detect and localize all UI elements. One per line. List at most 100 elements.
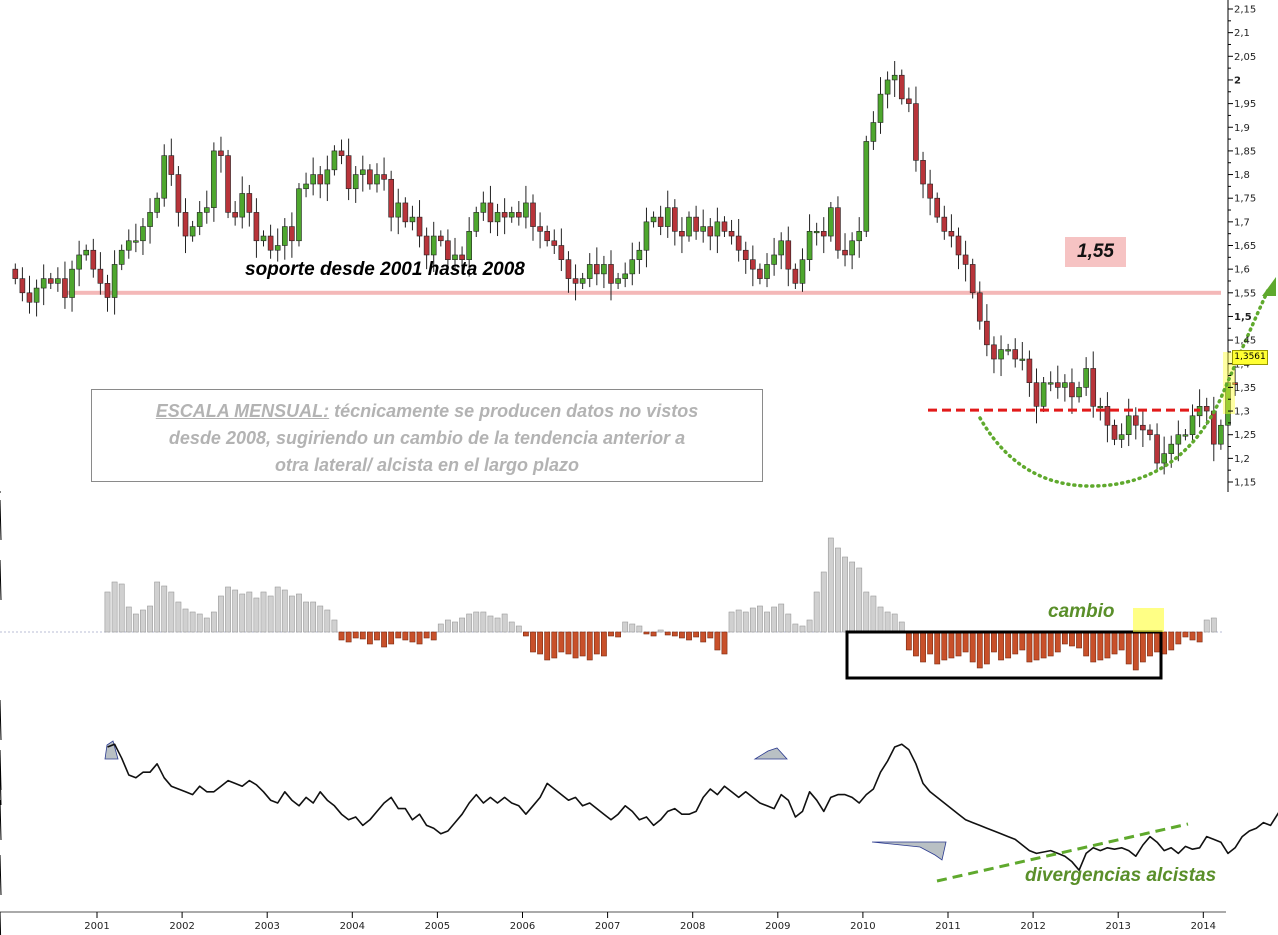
histogram-bar	[182, 608, 189, 633]
y-tick-label: 1,25	[1234, 430, 1256, 441]
histogram-bar	[1090, 631, 1097, 663]
candle	[76, 254, 82, 270]
histogram-bar	[1168, 631, 1175, 651]
candle	[267, 235, 274, 251]
candle	[735, 235, 742, 251]
candle	[813, 231, 820, 234]
candle	[438, 235, 444, 242]
histogram-bar	[132, 613, 139, 633]
candle	[1097, 406, 1104, 409]
histogram-bar	[530, 631, 536, 653]
divergence-trendline	[936, 822, 1189, 883]
histogram-bar	[310, 601, 317, 633]
candle	[289, 226, 295, 242]
candle	[1168, 443, 1175, 454]
candle	[835, 207, 841, 251]
candle	[906, 98, 912, 104]
histogram-bar	[636, 625, 643, 633]
candle	[487, 202, 494, 223]
x-tick-label: 2011	[935, 921, 960, 932]
histogram-bar	[891, 613, 898, 633]
candle	[558, 245, 565, 260]
candle	[196, 212, 203, 227]
histogram-bar	[664, 631, 671, 636]
histogram-bar	[1132, 631, 1139, 671]
candle	[948, 231, 955, 237]
candle	[1054, 382, 1061, 388]
candle	[1062, 382, 1068, 388]
candle	[296, 188, 302, 242]
y-tick-label: 1,6	[1234, 265, 1250, 276]
histogram-bar	[1026, 631, 1033, 663]
histogram-bar	[629, 623, 636, 633]
oscillator-label-text: divergencias alcistas	[1025, 865, 1217, 886]
candle	[331, 150, 338, 171]
candle	[806, 231, 813, 260]
histogram-bar	[771, 606, 778, 633]
last-candle-highlight	[1222, 352, 1235, 414]
candle	[714, 221, 721, 237]
histogram-label-text: cambio	[1048, 601, 1115, 622]
left-margin-mark	[0, 499, 2, 541]
left-margin-mark	[0, 911, 2, 935]
histogram-bar	[1189, 631, 1196, 641]
oscillator-lower-fill	[871, 841, 947, 861]
candle	[246, 193, 253, 213]
y-tick-label: 1,35	[1234, 383, 1256, 394]
histogram-bar	[856, 567, 863, 633]
histogram-bar	[983, 631, 990, 665]
histogram-bar	[1040, 631, 1047, 659]
candle	[211, 150, 217, 208]
histogram-bar	[721, 631, 728, 655]
histogram-bar	[508, 621, 515, 633]
histogram-bar	[416, 631, 423, 645]
histogram-bar	[799, 625, 806, 633]
candle	[636, 249, 643, 260]
histogram-bar	[998, 631, 1004, 661]
histogram-bar	[494, 617, 501, 633]
candle	[508, 212, 515, 218]
histogram-bar	[827, 537, 834, 633]
histogram-bar	[757, 605, 763, 633]
candle	[984, 320, 990, 346]
support-line-layer	[65, 290, 1221, 295]
histogram-bar	[1196, 631, 1203, 643]
candle	[650, 216, 657, 223]
histogram-bar	[246, 591, 253, 633]
histogram-bar	[288, 595, 295, 633]
x-tick-label: 2014	[1191, 921, 1216, 932]
candle	[452, 254, 458, 260]
candle	[55, 278, 61, 284]
histogram-bar	[863, 591, 870, 633]
histogram-bar	[579, 631, 586, 657]
candle	[1090, 368, 1097, 407]
candle	[1189, 415, 1196, 435]
candle	[12, 268, 19, 279]
y-tick-label: 1,95	[1234, 99, 1256, 110]
candle	[1175, 434, 1182, 445]
candle	[672, 207, 678, 232]
x-tick-label: 2006	[510, 921, 535, 932]
candle	[1132, 415, 1139, 426]
candle	[189, 226, 196, 237]
candle	[828, 207, 834, 237]
histogram-bar	[466, 613, 473, 633]
candle	[147, 212, 153, 227]
histogram-bar	[544, 631, 551, 661]
histogram-bar	[920, 631, 926, 663]
candle	[594, 264, 600, 275]
histogram-bar	[317, 605, 324, 633]
x-tick-label: 2013	[1105, 921, 1130, 932]
left-margin-mark	[0, 764, 2, 806]
candle	[1047, 382, 1054, 385]
histogram-bar	[586, 631, 593, 661]
candle	[1125, 415, 1132, 435]
candle	[842, 249, 848, 256]
oscillator-label: divergencias alcistas	[1025, 865, 1216, 887]
histogram-bar	[742, 611, 749, 633]
histogram-bar	[905, 631, 912, 651]
histogram-bar	[813, 591, 820, 633]
histogram-bar	[111, 581, 118, 633]
histogram-bar	[1125, 631, 1132, 665]
candle	[381, 174, 387, 180]
